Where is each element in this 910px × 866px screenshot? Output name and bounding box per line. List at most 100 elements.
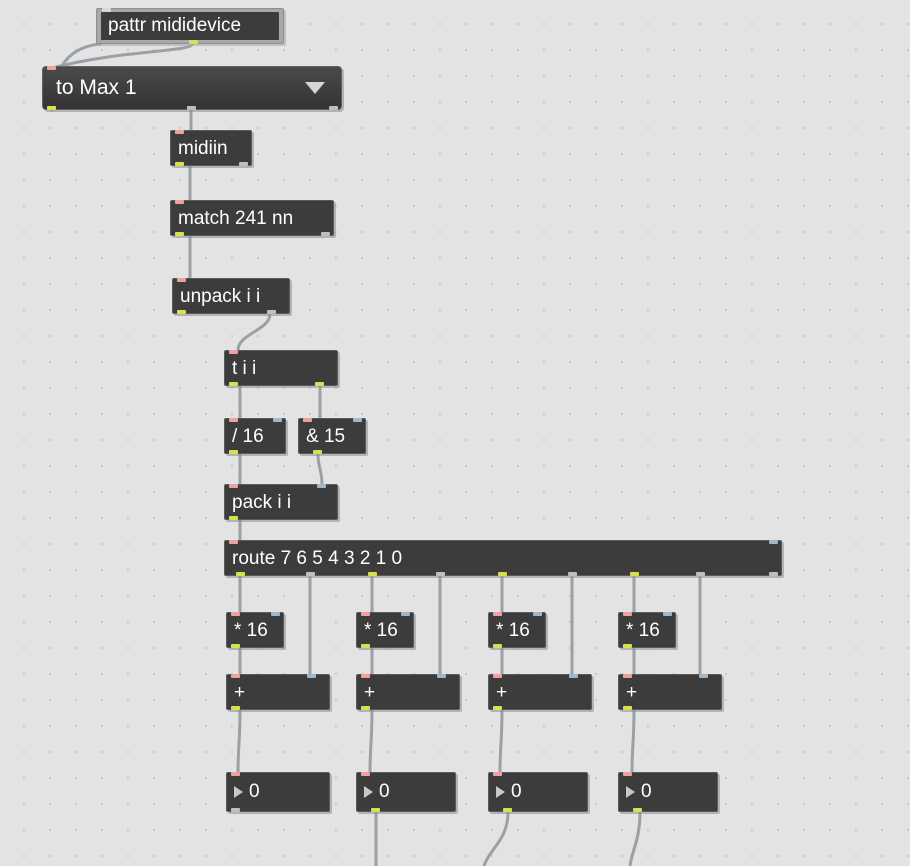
route-outlet-6[interactable]: [630, 572, 639, 576]
multiply-label-4: * 16: [626, 619, 660, 641]
route-outlet-8[interactable]: [769, 572, 778, 576]
number-box-3[interactable]: 0: [488, 772, 588, 812]
multiply-1-outlet-0[interactable]: [231, 644, 240, 648]
number-box-4-outlet-0[interactable]: [633, 808, 642, 812]
bitand-object[interactable]: & 15: [298, 418, 366, 454]
trigger-outlet-0[interactable]: [229, 382, 238, 386]
pack-inlet-1[interactable]: [317, 484, 326, 488]
match-object[interactable]: match 241 nn: [170, 200, 334, 236]
route-outlet-2[interactable]: [368, 572, 377, 576]
pattr-outlet-0[interactable]: [189, 40, 198, 44]
number-box-2-triangle-icon: [364, 786, 373, 798]
add-object-4[interactable]: +: [618, 674, 722, 710]
add-4-inlet-0[interactable]: [623, 674, 632, 678]
route-outlet-3[interactable]: [436, 572, 445, 576]
umenu-inlet-0[interactable]: [47, 66, 56, 70]
unpack-outlet-1[interactable]: [267, 310, 276, 314]
multiply-object-2[interactable]: * 16: [356, 612, 414, 648]
add-4-inlet-1[interactable]: [699, 674, 708, 678]
pack-outlet-0[interactable]: [229, 516, 238, 520]
unpack-outlet-0[interactable]: [177, 310, 186, 314]
add-3-inlet-1[interactable]: [569, 674, 578, 678]
route-outlet-4[interactable]: [498, 572, 507, 576]
multiply-3-inlet-0[interactable]: [493, 612, 502, 616]
multiply-2-inlet-0[interactable]: [361, 612, 370, 616]
multiply-2-outlet-0[interactable]: [361, 644, 370, 648]
add-object-1[interactable]: +: [226, 674, 330, 710]
multiply-object-4[interactable]: * 16: [618, 612, 676, 648]
add-object-3[interactable]: +: [488, 674, 592, 710]
bitand-inlet-0[interactable]: [303, 418, 312, 422]
bitand-outlet-0[interactable]: [313, 450, 322, 454]
route-inlet-1[interactable]: [769, 540, 778, 544]
number-box-2-outlet-0[interactable]: [371, 808, 380, 812]
route-outlet-1[interactable]: [306, 572, 315, 576]
number-box-2-value: 0: [379, 781, 390, 802]
number-box-2[interactable]: 0: [356, 772, 456, 812]
multiply-4-inlet-1[interactable]: [663, 612, 672, 616]
multiply-4-inlet-0[interactable]: [623, 612, 632, 616]
umenu-outlet-0[interactable]: [47, 106, 56, 110]
multiply-1-inlet-1[interactable]: [271, 612, 280, 616]
number-box-3-outlet-0[interactable]: [503, 808, 512, 812]
divide-inlet-0[interactable]: [229, 418, 238, 422]
trigger-inlet-0[interactable]: [229, 350, 238, 354]
umenu-outlet-2[interactable]: [329, 106, 338, 110]
match-outlet-1[interactable]: [321, 232, 330, 236]
pack-inlet-0[interactable]: [229, 484, 238, 488]
unpack-object[interactable]: unpack i i: [172, 278, 290, 314]
midiin-outlet-0[interactable]: [175, 162, 184, 166]
add-1-inlet-0[interactable]: [231, 674, 240, 678]
divide-inlet-1[interactable]: [273, 418, 282, 422]
trigger-object[interactable]: t i i: [224, 350, 338, 386]
number-box-1[interactable]: 0: [226, 772, 330, 812]
match-inlet-0[interactable]: [175, 200, 184, 204]
bitand-inlet-1[interactable]: [353, 418, 362, 422]
trigger-outlet-1[interactable]: [315, 382, 324, 386]
multiply-4-outlet-0[interactable]: [623, 644, 632, 648]
number-box-3-inlet-0[interactable]: [493, 772, 502, 776]
midiin-outlet-1[interactable]: [239, 162, 248, 166]
route-outlet-0[interactable]: [236, 572, 245, 576]
midiin-object[interactable]: midiin: [170, 130, 252, 166]
add-2-inlet-0[interactable]: [361, 674, 370, 678]
number-box-1-outlet-0[interactable]: [231, 808, 240, 812]
route-inlet-0[interactable]: [229, 540, 238, 544]
match-outlet-0[interactable]: [175, 232, 184, 236]
add-1-outlet-0[interactable]: [231, 706, 240, 710]
add-2-inlet-1[interactable]: [437, 674, 446, 678]
route-outlet-5[interactable]: [568, 572, 577, 576]
multiply-object-1[interactable]: * 16: [226, 612, 284, 648]
midiin-inlet-0[interactable]: [175, 130, 184, 134]
add-3-outlet-0[interactable]: [493, 706, 502, 710]
pattr-inlet-0[interactable]: [102, 8, 111, 12]
multiply-2-inlet-1[interactable]: [401, 612, 410, 616]
route-outlet-7[interactable]: [696, 572, 705, 576]
unpack-inlet-0[interactable]: [177, 278, 186, 282]
add-2-outlet-0[interactable]: [361, 706, 370, 710]
pack-object[interactable]: pack i i: [224, 484, 338, 520]
multiply-object-3[interactable]: * 16: [488, 612, 546, 648]
number-box-1-inlet-0[interactable]: [231, 772, 240, 776]
add-label-1: +: [234, 681, 246, 703]
multiply-1-inlet-0[interactable]: [231, 612, 240, 616]
multiply-3-outlet-0[interactable]: [493, 644, 502, 648]
divide-object[interactable]: / 16: [224, 418, 286, 454]
number-box-4-inlet-0[interactable]: [623, 772, 632, 776]
chevron-down-icon[interactable]: [305, 82, 325, 94]
add-1-inlet-1[interactable]: [307, 674, 316, 678]
multiply-3-inlet-1[interactable]: [533, 612, 542, 616]
pattr-mididevice[interactable]: pattr mididevice: [96, 8, 284, 44]
divide-outlet-0[interactable]: [229, 450, 238, 454]
route-object[interactable]: route 7 6 5 4 3 2 1 0: [224, 540, 782, 576]
number-box-4-value: 0: [641, 781, 652, 802]
midi-device-menu[interactable]: to Max 1: [42, 66, 342, 110]
add-3-inlet-0[interactable]: [493, 674, 502, 678]
number-box-4[interactable]: 0: [618, 772, 718, 812]
add-object-2[interactable]: +: [356, 674, 460, 710]
umenu-outlet-1[interactable]: [187, 106, 196, 110]
number-box-2-inlet-0[interactable]: [361, 772, 370, 776]
add-4-outlet-0[interactable]: [623, 706, 632, 710]
